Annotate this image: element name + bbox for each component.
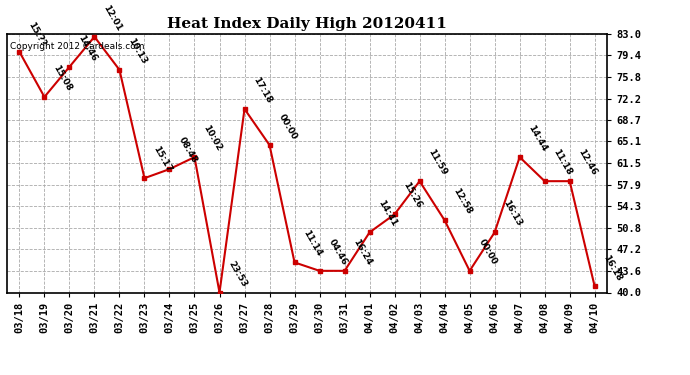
Text: 11:14: 11:14 [302,229,324,258]
Text: 16:24: 16:24 [351,237,374,267]
Text: 08:48: 08:48 [177,136,199,165]
Text: 11:59: 11:59 [426,148,449,177]
Text: 14:44: 14:44 [526,123,549,153]
Text: Copyright 2012 Cardeals.com: Copyright 2012 Cardeals.com [10,42,144,51]
Text: 14:41: 14:41 [377,199,399,228]
Text: 17:18: 17:18 [251,75,274,105]
Text: 00:00: 00:00 [277,112,298,141]
Text: 15:17: 15:17 [151,145,174,174]
Text: 12:01: 12:01 [101,3,124,33]
Text: 16:18: 16:18 [602,253,624,282]
Text: 23:53: 23:53 [226,259,248,288]
Text: 00:00: 00:00 [477,238,498,267]
Text: 12:46: 12:46 [577,148,599,177]
Text: 10:02: 10:02 [201,124,224,153]
Text: 10:13: 10:13 [126,36,148,66]
Title: Heat Index Daily High 20120411: Heat Index Daily High 20120411 [167,17,447,31]
Text: 04:46: 04:46 [326,237,348,267]
Text: 15:??: 15:?? [26,20,48,48]
Text: 11:18: 11:18 [551,148,573,177]
Text: 15:26: 15:26 [402,181,424,210]
Text: 15:08: 15:08 [51,64,73,93]
Text: 14:46: 14:46 [77,33,99,63]
Text: 12:58: 12:58 [451,187,473,216]
Text: 16:13: 16:13 [502,199,524,228]
